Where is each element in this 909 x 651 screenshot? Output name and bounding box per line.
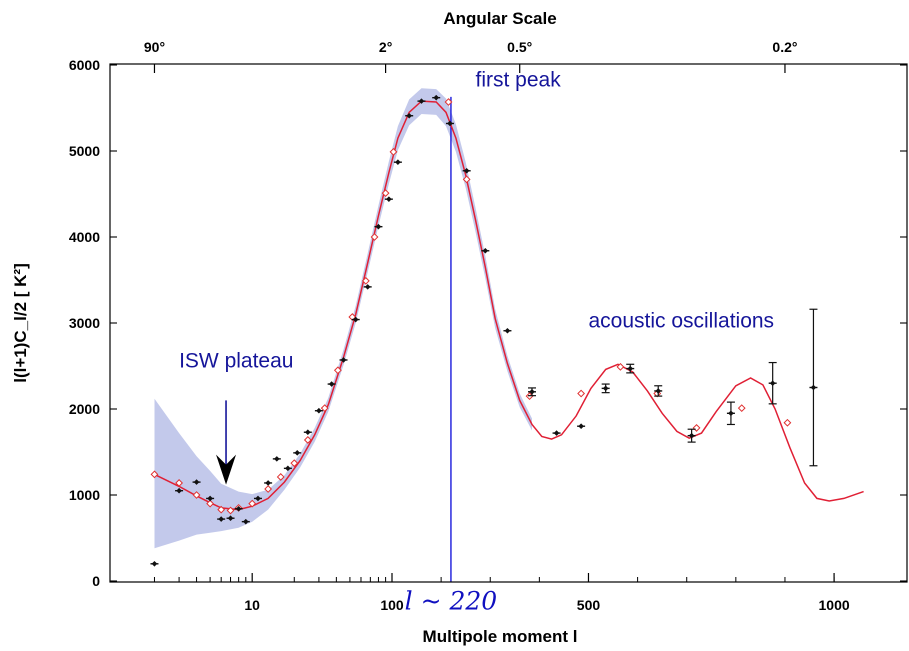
data-point	[809, 308, 818, 467]
data-point	[527, 387, 536, 397]
model-point	[444, 98, 453, 106]
data-point	[626, 363, 635, 374]
model-point	[462, 175, 471, 184]
y-tick-label: 3000	[69, 315, 100, 331]
data-point	[384, 196, 393, 202]
model-point	[206, 499, 215, 508]
model-point	[175, 479, 183, 487]
data-point	[481, 247, 490, 254]
y-tick-label: 0	[92, 573, 100, 589]
data-point	[405, 112, 414, 119]
top-axis-title: Angular Scale	[443, 9, 556, 28]
data-point	[234, 505, 243, 512]
top-tick-label: 90°	[144, 39, 165, 55]
model-point	[381, 189, 390, 198]
top-tick-label: 2°	[379, 39, 392, 55]
model-point	[389, 147, 398, 156]
data-point	[327, 381, 336, 387]
y-tick-label: 6000	[69, 57, 100, 73]
data-point	[654, 385, 663, 397]
data-point	[241, 518, 250, 525]
model-point	[276, 473, 285, 481]
data-point	[363, 284, 372, 290]
data-point	[768, 361, 777, 405]
data-point	[374, 223, 383, 230]
model-curve-layer	[154, 100, 864, 511]
arrow-layer	[216, 400, 237, 485]
data-point	[462, 167, 471, 174]
annotation-2: ISW plateau	[179, 350, 293, 373]
model-point	[264, 485, 273, 493]
data-point	[314, 407, 323, 414]
data-point	[601, 383, 610, 394]
isw-arrow-head	[216, 454, 237, 485]
data-point	[272, 456, 281, 462]
data-point	[503, 327, 512, 334]
annotation-3: l ~ 220	[405, 586, 498, 615]
data-point	[175, 487, 184, 494]
model-point	[248, 499, 257, 508]
model-point	[361, 276, 370, 285]
measured-points-layer	[150, 94, 818, 567]
data-point	[351, 316, 360, 323]
x-tick-label: 100	[380, 597, 404, 613]
cosmic-variance-band-layer	[154, 88, 532, 549]
model-point	[333, 366, 342, 375]
axis-layer: 0 1000 2000 3000 4000 5000 6000 10 100 500 1000 90°…	[69, 39, 907, 613]
data-point	[432, 94, 441, 101]
x-axis-title: Multipole moment l	[423, 627, 578, 646]
model-point	[616, 362, 625, 371]
model-curve	[154, 100, 864, 511]
x-tick-label: 10	[244, 597, 260, 613]
model-point	[217, 505, 226, 514]
model-point	[303, 436, 312, 444]
data-point	[150, 561, 159, 567]
y-axis-title: l(l+1)C_l/2 [ K²]	[11, 263, 30, 383]
model-point	[192, 491, 201, 499]
data-point	[293, 450, 302, 456]
model-point	[150, 470, 159, 479]
data-point	[393, 159, 402, 165]
y-tick-label: 4000	[69, 229, 100, 245]
data-point	[192, 479, 201, 485]
y-tick-label: 1000	[69, 487, 100, 503]
data-point	[226, 515, 235, 522]
model-point	[226, 506, 235, 515]
x-tick-label: 500	[577, 597, 601, 613]
top-tick-label: 0.5°	[507, 39, 532, 55]
data-point	[687, 428, 696, 443]
data-point	[303, 429, 312, 436]
model-point	[577, 389, 586, 398]
model-point	[783, 418, 792, 427]
x-tick-label: 1000	[819, 597, 850, 613]
cosmic-variance-band	[154, 88, 532, 549]
data-point	[726, 401, 735, 426]
data-point	[253, 495, 262, 502]
annotation-0: first peak	[476, 69, 562, 92]
data-point	[217, 516, 226, 522]
data-point	[577, 423, 586, 429]
model-point	[370, 233, 379, 241]
annotation-layer: first peak acoustic oscillations ISW plate…	[179, 69, 774, 616]
data-point	[206, 495, 215, 502]
annotation-1: acoustic oscillations	[588, 309, 774, 332]
model-point	[737, 404, 746, 413]
data-point	[445, 120, 454, 127]
model-point	[290, 459, 299, 468]
top-tick-label: 0.2°	[772, 39, 797, 55]
data-point	[339, 357, 348, 363]
data-point	[283, 465, 292, 472]
y-tick-label: 5000	[69, 143, 100, 159]
y-tick-label: 2000	[69, 401, 100, 417]
model-point	[320, 404, 329, 413]
data-point	[417, 98, 426, 104]
data-point	[264, 480, 273, 486]
data-point	[552, 430, 561, 436]
model-point	[692, 424, 701, 432]
model-points-layer	[150, 98, 792, 515]
